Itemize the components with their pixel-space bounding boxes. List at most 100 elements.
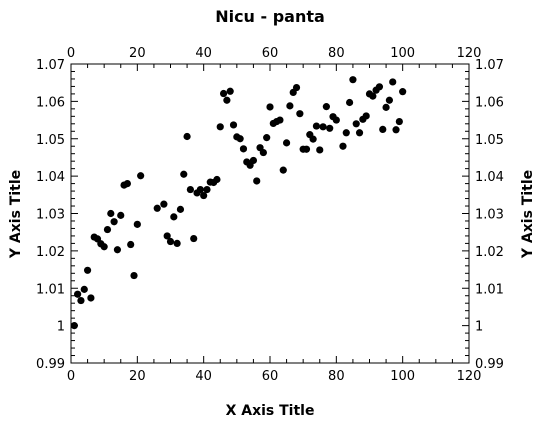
data-point <box>392 126 400 134</box>
y-tick-label-left: 1.03 <box>36 208 65 223</box>
data-point <box>200 191 208 200</box>
data-point <box>302 145 311 153</box>
x-tick-label-top: 80 <box>328 46 345 61</box>
data-point <box>239 145 248 153</box>
x-tick-label-bottom: 100 <box>390 369 415 384</box>
y-tick-label-right: 1.04 <box>475 170 504 185</box>
data-point <box>385 96 393 104</box>
data-point <box>153 204 161 212</box>
data-point <box>399 88 407 96</box>
data-point <box>80 285 88 293</box>
data-point <box>292 83 301 92</box>
y-tick-label-right: 1 <box>475 320 483 335</box>
data-point <box>352 120 360 128</box>
data-point <box>186 185 194 194</box>
y-tick-label-left: 1.01 <box>36 282 65 297</box>
data-points <box>70 76 407 330</box>
data-point <box>375 83 384 91</box>
data-point <box>170 213 178 221</box>
chart-title: Nicu - panta <box>215 7 325 26</box>
x-tick-label-top: 120 <box>457 46 482 61</box>
x-tick-label-top: 0 <box>67 46 75 61</box>
data-point <box>133 220 141 228</box>
data-point <box>263 134 271 142</box>
axis-ticks <box>70 63 470 364</box>
data-point <box>213 175 221 184</box>
data-point <box>379 125 387 134</box>
data-point <box>113 246 122 254</box>
data-point <box>355 129 364 137</box>
data-point <box>100 243 108 251</box>
data-point <box>326 124 334 132</box>
data-point <box>70 322 78 330</box>
data-point <box>223 96 231 104</box>
y-tick-label-left: 1.07 <box>36 58 65 73</box>
data-point <box>226 87 234 95</box>
data-point <box>77 296 85 305</box>
data-point <box>203 185 211 194</box>
data-point <box>173 239 181 247</box>
y-tick-label-left: 1.04 <box>36 170 65 185</box>
data-point <box>332 116 340 124</box>
data-point <box>74 290 82 298</box>
data-point <box>253 177 261 185</box>
y-tick-label-left: 1.05 <box>36 133 65 148</box>
data-point <box>229 121 238 129</box>
y-tick-label-right: 1.07 <box>475 58 504 73</box>
data-point <box>279 166 287 174</box>
y-tick-label-right: 0.99 <box>475 357 504 372</box>
data-point <box>160 200 168 208</box>
data-point <box>389 78 397 86</box>
data-point <box>282 139 291 147</box>
data-point <box>107 209 115 218</box>
data-point <box>183 132 191 141</box>
data-point <box>123 180 131 188</box>
data-point <box>87 294 95 302</box>
x-tick-label-top: 60 <box>262 46 279 61</box>
data-point <box>322 103 330 111</box>
data-point <box>276 116 284 124</box>
y-tick-label-right: 1.03 <box>475 208 504 223</box>
data-point <box>83 266 92 274</box>
data-point <box>190 234 198 243</box>
data-point <box>127 240 135 249</box>
data-point <box>369 92 377 100</box>
data-point <box>395 117 403 126</box>
data-point <box>103 225 112 234</box>
y-tick-label-left: 1.02 <box>36 245 65 260</box>
data-point <box>339 142 347 150</box>
data-point <box>166 237 175 246</box>
data-point <box>312 122 321 130</box>
data-point <box>259 148 267 157</box>
y-axis-title-right: Y Axis Title <box>520 170 536 259</box>
x-tick-label-bottom: 20 <box>129 369 146 384</box>
data-point <box>266 103 274 111</box>
x-tick-label-bottom: 120 <box>457 369 482 384</box>
data-point <box>309 135 317 143</box>
x-tick-label-bottom: 60 <box>262 369 279 384</box>
data-point <box>180 170 188 178</box>
x-tick-label-bottom: 40 <box>195 369 212 384</box>
x-axis-title: X Axis Title <box>226 403 315 419</box>
data-point <box>216 123 224 131</box>
data-point <box>362 112 370 120</box>
x-tick-label-top: 100 <box>390 46 415 61</box>
data-point <box>117 211 125 219</box>
y-tick-label-right: 1.05 <box>475 133 504 148</box>
y-tick-label-left: 0.99 <box>36 357 65 372</box>
x-tick-label-top: 20 <box>129 46 146 61</box>
data-point <box>137 172 145 180</box>
x-tick-label-bottom: 80 <box>328 369 345 384</box>
data-point <box>286 102 294 110</box>
y-tick-label-right: 1.01 <box>475 282 504 297</box>
x-tick-label-bottom: 0 <box>67 369 75 384</box>
y-tick-label-left: 1 <box>57 320 65 335</box>
data-point <box>296 110 304 118</box>
y-axis-title-left: Y Axis Title <box>8 170 24 259</box>
data-point <box>346 98 354 107</box>
data-point <box>176 205 185 213</box>
data-point <box>319 123 327 131</box>
